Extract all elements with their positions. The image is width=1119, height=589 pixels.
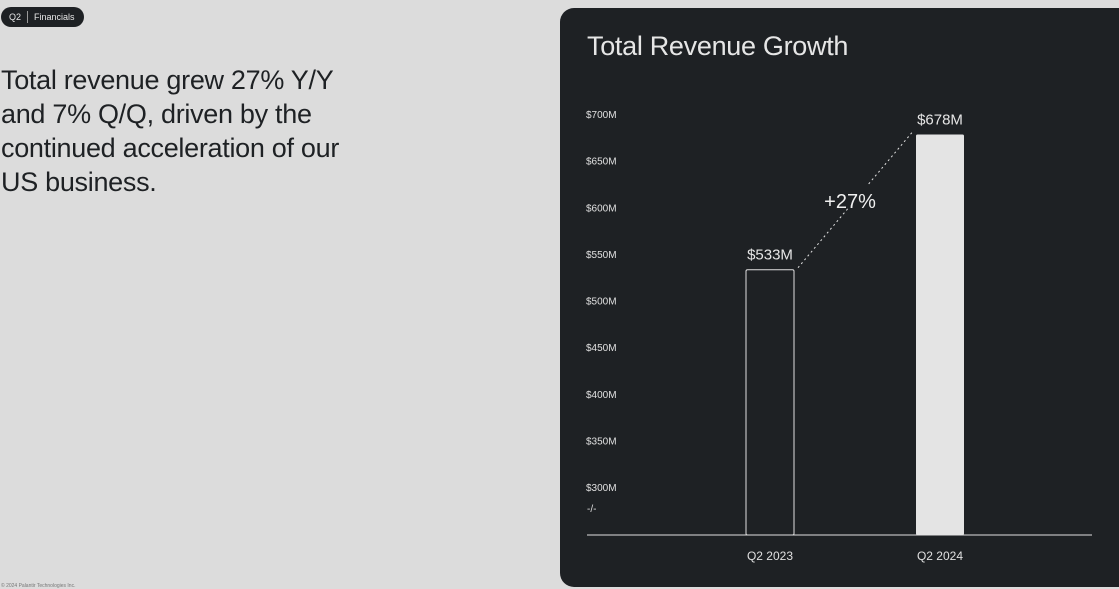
- bar-q2-2024: [916, 134, 964, 535]
- y-tick-label: $550M: [586, 250, 617, 261]
- axis-break-mark: -/-: [587, 504, 596, 515]
- y-tick-label: $600M: [586, 203, 617, 214]
- growth-annotation: +27%: [824, 191, 876, 213]
- bar-value-label: $678M: [917, 112, 963, 129]
- copyright-footer: © 2024 Palantir Technologies Inc.: [1, 583, 76, 589]
- growth-connector-line: [797, 207, 849, 269]
- revenue-bar-chart: $300M $350M $400M $450M $500M $550M $600M $650M…: [586, 110, 1092, 563]
- badge-section: Financials: [34, 12, 75, 22]
- bar-labels: $533M Q2 2023 $678M Q2 2024 +27%: [747, 112, 963, 563]
- x-tick-label: Q2 2024: [917, 549, 963, 563]
- y-tick-label: $500M: [586, 297, 617, 308]
- section-badge: Q2 Financials: [1, 7, 84, 27]
- bar-q2-2023: [745, 269, 795, 536]
- x-tick-label: Q2 2023: [747, 549, 793, 563]
- y-axis-ticks: $300M $350M $400M $450M $500M $550M $600M $650M…: [586, 110, 617, 494]
- y-tick-label: $400M: [586, 390, 617, 401]
- chart-panel: Total Revenue Growth $300M $350M $400M $450…: [560, 8, 1119, 587]
- headline: Total revenue grew 27% Y/Y and 7% Q/Q, d…: [1, 65, 340, 197]
- bars: [745, 134, 964, 536]
- growth-connector-line: [868, 132, 913, 185]
- y-tick-label: $650M: [586, 157, 617, 168]
- chart-title: Total Revenue Growth: [587, 31, 849, 61]
- y-tick-label: $350M: [586, 436, 617, 447]
- y-tick-label: $300M: [586, 483, 617, 494]
- y-tick-label: $700M: [586, 110, 617, 121]
- badge-quarter: Q2: [1, 11, 29, 23]
- y-tick-label: $450M: [586, 343, 617, 354]
- bar-value-label: $533M: [747, 247, 793, 264]
